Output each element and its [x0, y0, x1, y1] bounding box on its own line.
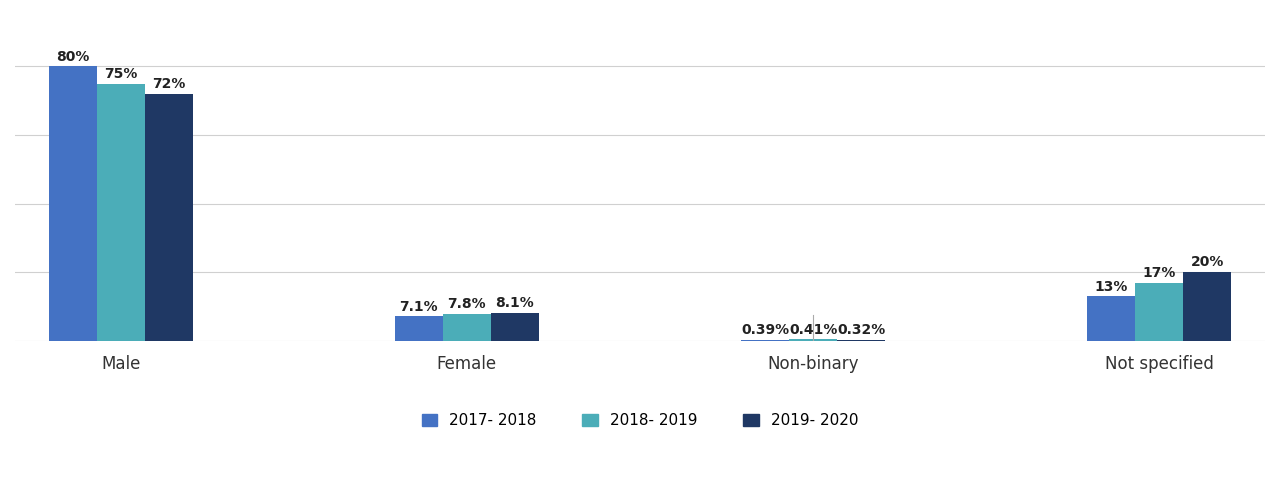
Bar: [1087, 296, 1135, 341]
Text: 8.1%: 8.1%: [495, 296, 534, 310]
Bar: [145, 94, 193, 341]
Bar: [49, 66, 97, 341]
Bar: [492, 313, 539, 341]
Bar: [97, 84, 145, 341]
Text: 7.1%: 7.1%: [399, 300, 438, 314]
Bar: [741, 340, 788, 341]
Text: 0.39%: 0.39%: [741, 323, 788, 337]
Bar: [394, 316, 443, 341]
Bar: [1183, 272, 1231, 341]
Text: 17%: 17%: [1143, 266, 1176, 280]
Bar: [443, 314, 492, 341]
Text: 20%: 20%: [1190, 256, 1224, 270]
Text: 13%: 13%: [1094, 280, 1128, 293]
Text: 72%: 72%: [152, 77, 186, 91]
Bar: [788, 340, 837, 341]
Text: 80%: 80%: [56, 50, 90, 64]
Text: 0.32%: 0.32%: [837, 323, 886, 337]
Text: 75%: 75%: [104, 67, 137, 81]
Bar: [837, 340, 886, 341]
Text: 0.41%: 0.41%: [788, 322, 837, 336]
Text: 7.8%: 7.8%: [448, 298, 486, 312]
Bar: [1135, 282, 1183, 341]
Legend: 2017- 2018, 2018- 2019, 2019- 2020: 2017- 2018, 2018- 2019, 2019- 2020: [416, 407, 864, 434]
